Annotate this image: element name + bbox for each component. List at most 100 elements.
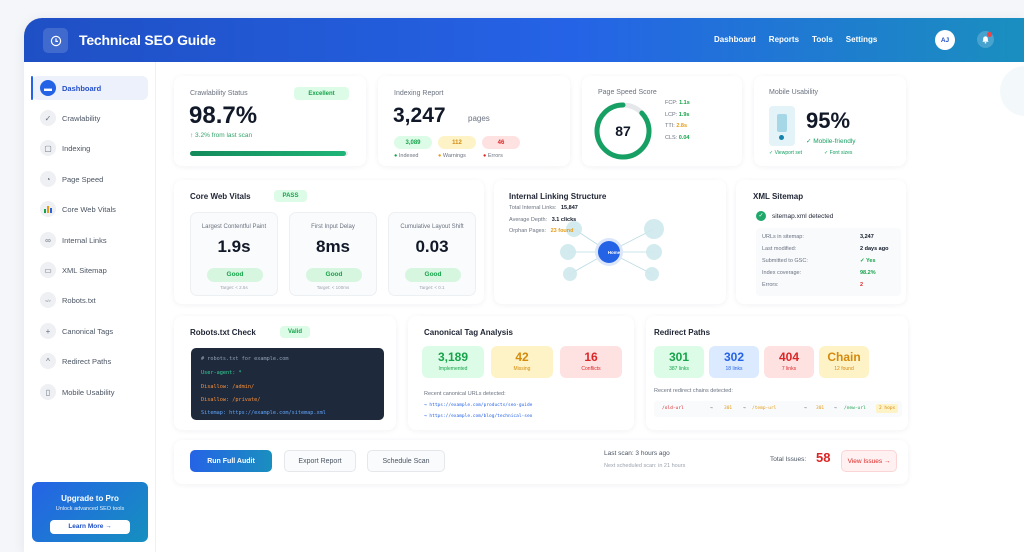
notification-button[interactable] bbox=[977, 31, 994, 48]
logo-icon bbox=[43, 28, 68, 53]
vital-lcp: Largest Contentful Paint 1.9s Good Targe… bbox=[190, 212, 278, 296]
total-issues-label: Total Issues: bbox=[770, 456, 807, 463]
status-badge: Excellent bbox=[294, 87, 349, 100]
sidebar-item-canonical-tags[interactable]: + Canonical Tags bbox=[32, 319, 148, 343]
notification-badge bbox=[987, 32, 992, 37]
sidebar-item-redirect-paths[interactable]: ^ Redirect Paths bbox=[32, 349, 148, 373]
sidebar-item-crawlability[interactable]: ✓ Crawlability bbox=[32, 106, 148, 130]
sidebar-item-internal-links[interactable]: ∞ Internal Links bbox=[32, 228, 148, 252]
avatar[interactable]: AJ bbox=[935, 30, 955, 50]
clock-icon: ◔ bbox=[40, 171, 56, 187]
header: Technical SEO Guide Dashboard Reports To… bbox=[24, 18, 1024, 62]
page-speed-label: Page Speed Score bbox=[598, 89, 657, 96]
crawlability-card: Crawlability Status Excellent 98.7% ↑ 3.… bbox=[174, 76, 366, 166]
sitemap-detected: sitemap.xml detected bbox=[772, 213, 834, 220]
sidebar: ▬ Dashboard ✓ Crawlability ▢ Indexing ◔ … bbox=[24, 62, 156, 552]
metric-cls: CLS: 0.04 bbox=[665, 135, 690, 141]
vital-fid: First Input Delay 8ms Good Target: < 100… bbox=[289, 212, 377, 296]
sidebar-item-robots[interactable]: </> Robots.txt bbox=[32, 288, 148, 312]
nav-dashboard[interactable]: Dashboard bbox=[714, 35, 756, 44]
sidebar-item-page-speed[interactable]: ◔ Page Speed bbox=[32, 167, 148, 191]
indexing-card: Indexing Report 3,247 pages 3,089 112 46… bbox=[378, 76, 570, 166]
cwv-badge: PASS bbox=[274, 190, 307, 202]
dashboard-icon: ▬ bbox=[40, 80, 56, 96]
redirect-302: 302 18 links bbox=[709, 346, 759, 378]
redirect-title: Redirect Paths bbox=[654, 328, 711, 337]
upgrade-title: Upgrade to Pro bbox=[61, 494, 119, 503]
crawlability-label: Crawlability Status bbox=[190, 90, 248, 97]
view-issues-button[interactable]: View Issues → bbox=[841, 450, 897, 472]
bell-icon bbox=[982, 36, 989, 44]
sidebar-item-core-web-vitals[interactable]: Core Web Vitals bbox=[32, 197, 148, 221]
canonical-recent-label: Recent canonical URLs detected: bbox=[424, 391, 506, 397]
sidebar-item-dashboard[interactable]: ▬ Dashboard bbox=[31, 76, 148, 100]
redirect-card: Redirect Paths 301 387 links 302 18 links … bbox=[646, 316, 908, 430]
run-audit-button[interactable]: Run Full Audit bbox=[190, 450, 272, 472]
sidebar-item-indexing[interactable]: ▢ Indexing bbox=[32, 136, 148, 160]
cwv-title: Core Web Vitals bbox=[190, 192, 251, 201]
last-scan: Last scan: 3 hours ago bbox=[604, 450, 670, 457]
check-font-sizes: ✓ Font sizes bbox=[824, 150, 853, 156]
orphan-pages: Orphan Pages: 23 found bbox=[509, 228, 574, 234]
linking-title: Internal Linking Structure bbox=[509, 192, 607, 201]
metric-fcp: FCP: 1.1s bbox=[665, 100, 690, 106]
total-issues-count: 58 bbox=[816, 450, 831, 465]
legend-warnings: ● Warnings bbox=[438, 153, 466, 159]
next-scan: Next scheduled scan: in 21 hours bbox=[604, 463, 686, 469]
export-report-button[interactable]: Export Report bbox=[284, 450, 356, 472]
link-graph bbox=[560, 219, 664, 281]
nav-tools[interactable]: Tools bbox=[812, 35, 833, 44]
plus-icon: + bbox=[40, 323, 56, 339]
nav-reports[interactable]: Reports bbox=[768, 35, 800, 44]
upgrade-card: Upgrade to Pro Unlock advanced SEO tools… bbox=[32, 482, 148, 542]
upgrade-subtitle: Unlock advanced SEO tools bbox=[55, 506, 125, 512]
top-nav: Dashboard Reports Tools Settings bbox=[714, 35, 877, 44]
robots-code-block: # robots.txt for example.com User-agent:… bbox=[191, 348, 384, 420]
indexing-unit: pages bbox=[468, 114, 490, 123]
canonical-url[interactable]: → https://example.com/blog/technical-seo bbox=[424, 414, 533, 419]
check-icon: ✓ bbox=[40, 110, 56, 126]
canonical-conflicts: 16 Conflicts bbox=[560, 346, 622, 378]
warnings-count: 112 bbox=[438, 136, 476, 149]
mobile-value: 95% bbox=[806, 108, 851, 133]
robots-title: Robots.txt Check bbox=[190, 328, 256, 337]
robots-card: Robots.txt Check Valid # robots.txt for … bbox=[174, 316, 396, 430]
core-web-vitals-card: Core Web Vitals PASS Largest Contentful … bbox=[174, 180, 484, 304]
legend-indexed: ● Indexed bbox=[394, 153, 419, 159]
app-title: Technical SEO Guide bbox=[79, 32, 216, 48]
schedule-scan-button[interactable]: Schedule Scan bbox=[367, 450, 445, 472]
action-bar: Run Full Audit Export Report Schedule Sc… bbox=[174, 440, 908, 484]
redirect-301: 301 387 links bbox=[654, 346, 704, 378]
canonical-missing: 42 Missing bbox=[491, 346, 553, 378]
sitemap-title: XML Sitemap bbox=[753, 192, 804, 201]
errors-count: 46 bbox=[482, 136, 520, 149]
metric-tti: TTI: 2.8s bbox=[665, 123, 688, 129]
mobile-icon: ▯ bbox=[40, 384, 56, 400]
indexing-label: Indexing Report bbox=[394, 90, 444, 97]
xml-sitemap-card: XML Sitemap ✓ sitemap.xml detected URLs … bbox=[736, 180, 906, 304]
phone-icon bbox=[769, 106, 795, 146]
sidebar-item-xml-sitemap[interactable]: ▭ XML Sitemap bbox=[32, 258, 148, 282]
code-icon: </> bbox=[40, 292, 56, 308]
mobile-label: Mobile Usability bbox=[769, 89, 819, 96]
redirect-404: 404 7 links bbox=[764, 346, 814, 378]
nav-settings[interactable]: Settings bbox=[845, 35, 878, 44]
mobile-usability-card: Mobile Usability 95% ✓ Mobile-friendly ✓… bbox=[754, 76, 906, 166]
canonical-url[interactable]: → https://example.com/products/seo-guide bbox=[424, 403, 533, 408]
metric-lcp: LCP: 1.9s bbox=[665, 112, 690, 118]
indexed-count: 3,089 bbox=[394, 136, 432, 149]
bar-chart-icon bbox=[40, 201, 56, 217]
app-window: Technical SEO Guide Dashboard Reports To… bbox=[24, 18, 1024, 552]
internal-linking-card: Home Internal Linking Structure Total In… bbox=[494, 180, 726, 304]
sitemap-icon: ▭ bbox=[40, 262, 56, 278]
robots-badge: Valid bbox=[280, 326, 310, 338]
mobile-status: ✓ Mobile-friendly bbox=[806, 138, 856, 145]
crawlability-change: ↑ 3.2% from last scan bbox=[190, 132, 253, 139]
speed-gauge bbox=[594, 102, 652, 160]
canonical-card: Canonical Tag Analysis 3,189 Implemented … bbox=[408, 316, 634, 430]
redirect-recent-label: Recent redirect chains detected: bbox=[654, 388, 733, 394]
sidebar-item-mobile-usability[interactable]: ▯ Mobile Usability bbox=[32, 380, 148, 404]
vital-cls: Cumulative Layout Shift 0.03 Good Target… bbox=[388, 212, 476, 296]
learn-more-button[interactable]: Learn More → bbox=[50, 520, 130, 534]
redirect-icon: ^ bbox=[40, 353, 56, 369]
